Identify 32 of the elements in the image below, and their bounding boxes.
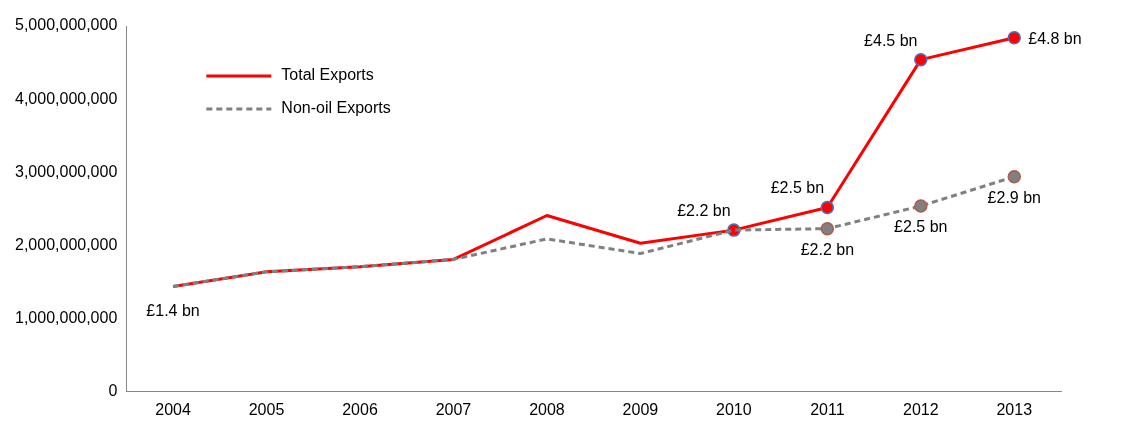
y-tick-label: 2,000,000,000 bbox=[14, 235, 118, 253]
x-tick-label: 2009 bbox=[622, 400, 659, 418]
x-tick-label: 2007 bbox=[435, 400, 472, 418]
y-tick-label: 3,000,000,000 bbox=[14, 162, 118, 180]
x-tick-label: 2010 bbox=[716, 400, 752, 418]
data-label: £2.9 bn bbox=[987, 188, 1041, 206]
y-tick-label: 5,000,000,000 bbox=[14, 16, 118, 34]
y-tick-label: 0 bbox=[108, 382, 118, 400]
x-tick-label: 2004 bbox=[155, 400, 191, 418]
data-label: £2.2 bn bbox=[677, 202, 731, 220]
x-tick-label: 2012 bbox=[903, 400, 939, 418]
x-tick-label: 2005 bbox=[248, 400, 285, 418]
data-label: £2.5 bn bbox=[770, 179, 825, 197]
point bbox=[914, 199, 928, 213]
x-tick-label: 2013 bbox=[996, 400, 1033, 418]
annotation: £1.4 bn bbox=[146, 302, 200, 320]
x-tick-label: 2006 bbox=[342, 400, 378, 418]
x-tick-label: 2011 bbox=[810, 400, 845, 418]
data-label: £4.5 bn bbox=[864, 31, 918, 49]
point bbox=[1007, 30, 1022, 45]
point bbox=[914, 52, 928, 67]
y-tick-label: 4,000,000,000 bbox=[14, 89, 118, 107]
legend-label: Total Exports bbox=[281, 66, 374, 84]
data-label: £2.2 bn bbox=[800, 240, 855, 258]
data-label: £2.5 bn bbox=[894, 217, 948, 235]
point bbox=[820, 200, 835, 215]
y-tick-label: 1,000,000,000 bbox=[14, 309, 118, 327]
legend-label: Non-oil Exports bbox=[281, 99, 391, 117]
point bbox=[820, 221, 835, 236]
x-tick-label: 2008 bbox=[529, 400, 565, 418]
point bbox=[1007, 169, 1022, 184]
data-label: £4.8 bn bbox=[1028, 29, 1082, 47]
